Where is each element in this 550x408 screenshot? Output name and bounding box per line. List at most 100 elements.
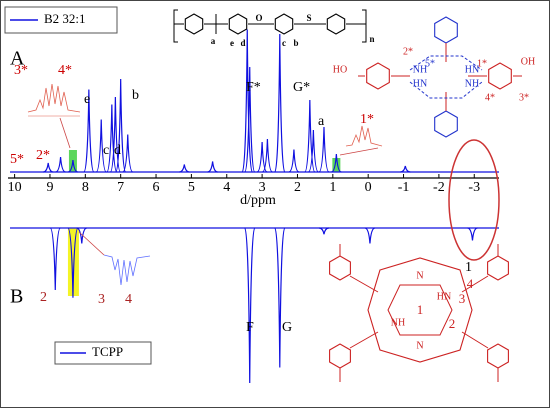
arrow [59, 117, 71, 149]
peak-label: 2* [36, 148, 50, 163]
peak [67, 227, 79, 298]
peak [109, 96, 121, 173]
x-tick-label: -2 [433, 180, 445, 195]
ring [488, 62, 512, 90]
peak-label: G* [293, 80, 310, 95]
structure-label: 4 [467, 276, 474, 291]
inset-trace [345, 125, 383, 147]
legend-label: TCPP [92, 344, 123, 359]
peak-label: 1 [465, 260, 472, 275]
structure-label: 2* [403, 46, 413, 57]
peak [83, 89, 95, 173]
peak [95, 119, 107, 173]
peak [244, 66, 256, 173]
peak-label: 3* [14, 63, 28, 78]
bracket [362, 9, 367, 43]
peak-label: 2 [40, 290, 47, 305]
legend-box [54, 341, 152, 365]
x-tick-label: 1 [329, 180, 336, 195]
structure-label: e [230, 38, 234, 48]
x-tick-label: 8 [82, 180, 89, 195]
structure-label: 3 [459, 291, 466, 306]
peak [308, 129, 319, 173]
structure-label: HN [465, 64, 479, 75]
panel-label: B [10, 286, 23, 308]
structure-label: S [306, 13, 311, 23]
structure-label: 3* [519, 92, 529, 103]
inset-trace [27, 83, 81, 113]
peak [304, 99, 316, 173]
bond [174, 14, 366, 34]
peak-label: 3 [98, 292, 105, 307]
structure-label: HN [437, 291, 451, 302]
peak [364, 227, 376, 244]
x-tick-label: -1 [398, 180, 410, 195]
peak-label: 4* [58, 63, 72, 78]
structure-label: HN [413, 78, 427, 89]
highlight [332, 158, 341, 172]
peak-label: F [246, 320, 254, 335]
peak [67, 159, 79, 173]
peak [244, 227, 256, 384]
x-tick-label: 7 [117, 180, 124, 195]
peak [467, 227, 478, 241]
highlight-ellipse [448, 139, 500, 261]
peak [49, 227, 61, 291]
structure-label: NH [465, 78, 479, 89]
ring [274, 13, 294, 35]
x-tick-label: 2 [294, 180, 301, 195]
structure-label: 1* [477, 58, 487, 69]
structure-label: HO [333, 64, 347, 75]
structure-label: O [255, 13, 262, 23]
x-axis-label: d/ppm [240, 193, 276, 208]
structure-label: OH [521, 56, 535, 67]
structure-label: 1 [417, 302, 424, 317]
ring [366, 62, 390, 90]
structure-label: d [240, 38, 245, 48]
peak [318, 227, 330, 235]
peak [115, 78, 127, 173]
porphyrin-core [367, 257, 473, 363]
peak [318, 126, 330, 173]
peak [288, 149, 300, 173]
peak-label: 1* [360, 112, 374, 127]
ring [487, 343, 509, 369]
structure-label: NH [391, 317, 405, 328]
peak [122, 134, 134, 173]
structure-label: a [211, 36, 216, 46]
peak [274, 33, 286, 173]
peak [400, 165, 411, 173]
peak-label: e [84, 92, 90, 107]
bracket [173, 9, 178, 43]
ring [228, 13, 248, 35]
structure-label: N [416, 340, 423, 351]
structure-label: 5* [425, 58, 435, 69]
inset-trace [103, 254, 151, 286]
ring [434, 16, 458, 44]
peak [262, 138, 273, 173]
ring [184, 13, 204, 35]
peak-label: b [132, 88, 139, 103]
peak [241, 29, 253, 173]
arrow [339, 147, 379, 156]
panel-label: A [10, 48, 25, 70]
x-tick-label: -3 [468, 180, 480, 195]
peak-label: F* [246, 80, 261, 95]
structure-label: 4* [485, 92, 495, 103]
peak [179, 164, 190, 173]
peak [106, 104, 118, 173]
ring [329, 255, 351, 281]
peak-label: 4 [125, 292, 132, 307]
structure-label: c [282, 38, 286, 48]
bond [358, 43, 522, 111]
x-tick-label: 6 [153, 180, 160, 195]
peak-label: G [282, 320, 292, 335]
peak [55, 156, 66, 173]
peak [43, 162, 54, 173]
x-tick-label: 10 [8, 180, 22, 195]
peak [331, 153, 342, 173]
structure-label: 2 [449, 316, 456, 331]
ring [487, 255, 509, 281]
peak [274, 227, 286, 368]
